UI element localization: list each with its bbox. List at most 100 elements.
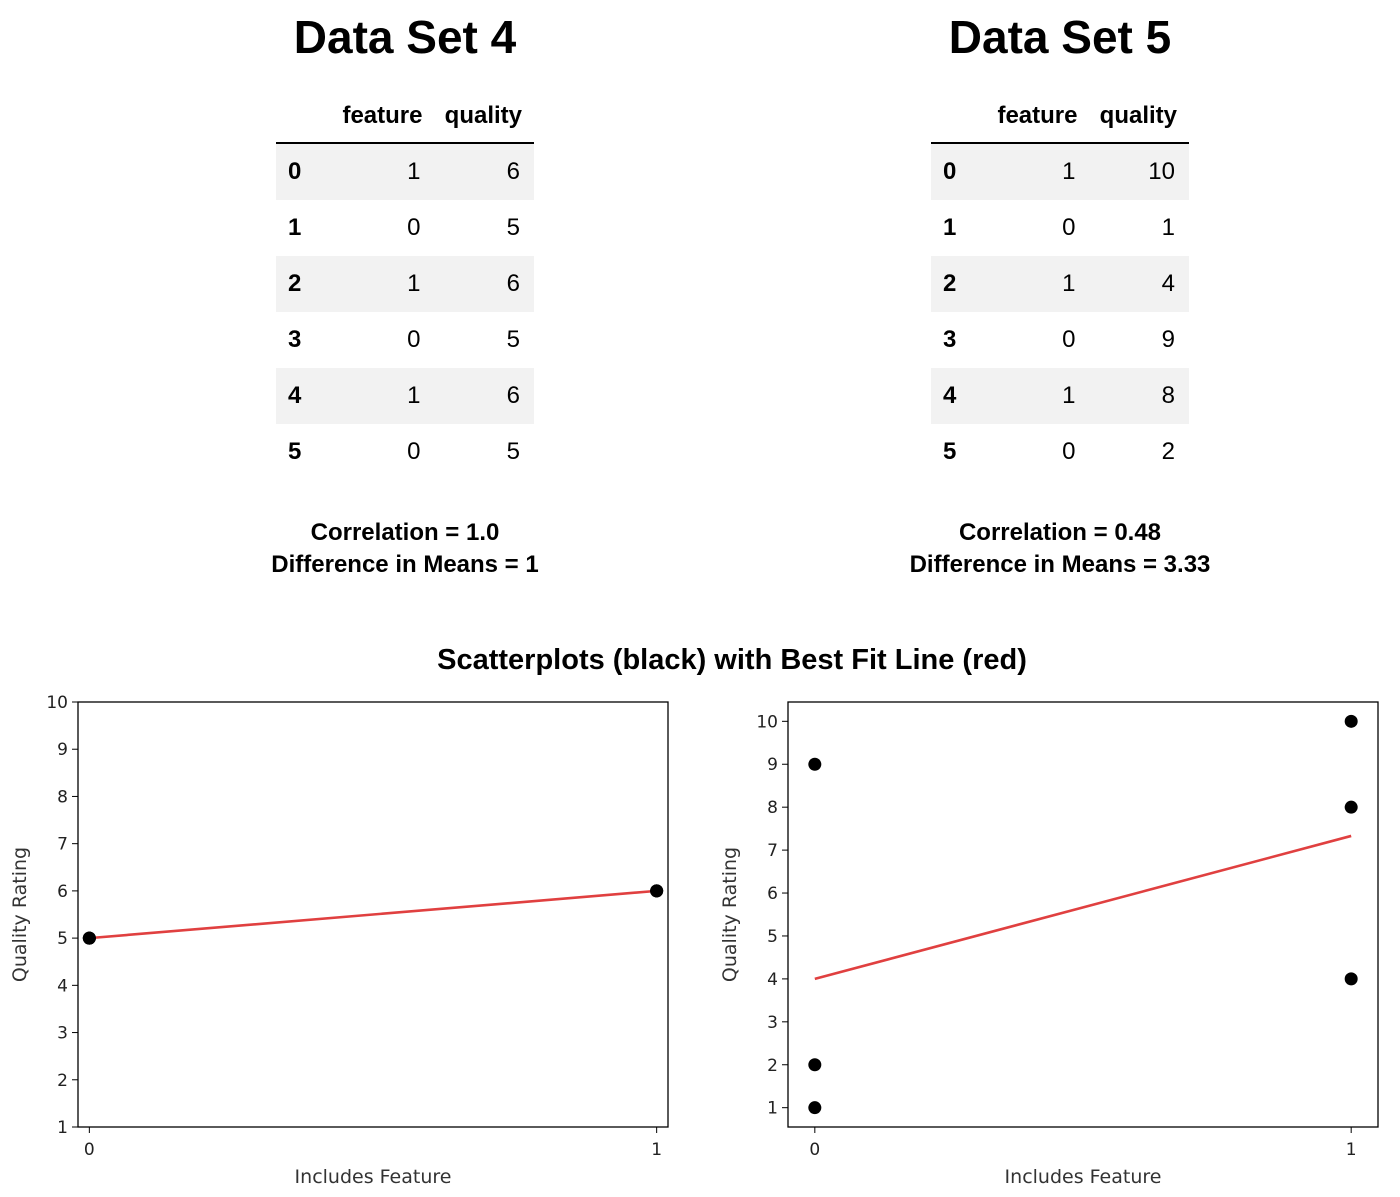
index-header <box>931 90 987 143</box>
quality-cell: 2 <box>1161 438 1175 465</box>
row-index: 3 <box>288 326 302 353</box>
best-fit-line <box>814 834 1352 981</box>
y-tick-label: 3 <box>57 1024 68 1044</box>
feature-column-header: feature <box>997 102 1078 129</box>
quality-cell: 8 <box>1161 382 1175 409</box>
quality-cell: 1 <box>1161 214 1175 241</box>
feature-cell: 1 <box>407 158 421 185</box>
row-index: 4 <box>943 382 957 409</box>
feature-cell: 0 <box>1062 438 1076 465</box>
x-tick-label: 1 <box>651 1140 662 1160</box>
table-row: 0 1 6 <box>276 143 534 200</box>
plots-title: Scatterplots (black) with Best Fit Line … <box>437 644 1027 676</box>
y-axis-label: Quality Rating <box>9 847 31 982</box>
quality-cell: 5 <box>506 214 520 241</box>
y-tick-label: 9 <box>767 755 778 775</box>
table-row: 5 0 5 <box>276 424 534 480</box>
y-tick-label: 3 <box>767 1013 778 1033</box>
correlation-label: Correlation = 0.48 <box>958 519 1162 546</box>
feature-cell: 1 <box>407 270 421 297</box>
x-tick-label: 1 <box>1346 1140 1357 1160</box>
y-tick-label: 6 <box>57 882 68 902</box>
y-tick-label: 4 <box>57 976 68 996</box>
table-row: 4 1 6 <box>276 368 534 424</box>
y-tick-label: 6 <box>767 884 778 904</box>
quality-cell: 10 <box>1148 158 1175 185</box>
y-axis-label: Quality Rating <box>719 847 741 982</box>
feature-cell: 1 <box>1062 158 1076 185</box>
feature-cell: 0 <box>407 438 421 465</box>
scatter-point <box>808 1058 822 1072</box>
x-tick-label: 0 <box>84 1140 95 1160</box>
mean-difference-label: Difference in Means = 3.33 <box>909 551 1211 578</box>
y-tick-label: 8 <box>57 787 68 807</box>
row-index: 2 <box>288 270 302 297</box>
table-row: 2 1 4 <box>931 256 1189 312</box>
row-index: 1 <box>943 214 957 241</box>
row-index: 1 <box>288 214 302 241</box>
y-tick-label: 10 <box>46 693 68 713</box>
quality-cell: 4 <box>1161 270 1175 297</box>
y-tick-label: 2 <box>767 1056 778 1076</box>
row-index: 3 <box>943 326 957 353</box>
scatterplot-data-set-5: 1 2 3 4 5 6 7 8 9 10 0 1 Includes Feature Quality Rat… <box>719 701 1379 1188</box>
plot-frame <box>77 701 669 1128</box>
scatter-point <box>1344 800 1358 814</box>
quality-cell: 6 <box>506 158 520 185</box>
table-row: 3 0 9 <box>931 312 1189 368</box>
y-tick-label: 1 <box>767 1099 778 1119</box>
scatter-point <box>808 1101 822 1115</box>
scatter-point <box>82 931 96 945</box>
y-tick-label: 7 <box>767 841 778 861</box>
row-index: 0 <box>943 158 957 185</box>
dataset-table: feature quality 0 1 6 1 0 5 2 1 6 3 0 5 4 1 6 5 0 5 <box>276 90 534 480</box>
best-fit-line <box>89 889 657 940</box>
feature-cell: 0 <box>407 214 421 241</box>
scatter-point <box>650 884 664 898</box>
dataset-stats: Correlation = 0.48 Difference in Means =… <box>780 517 1340 581</box>
y-tick-label: 5 <box>57 929 68 949</box>
feature-cell: 0 <box>407 326 421 353</box>
x-tick-label: 0 <box>809 1140 820 1160</box>
feature-cell: 0 <box>1062 214 1076 241</box>
quality-column-header: quality <box>444 102 522 129</box>
table-row: 1 0 5 <box>276 200 534 256</box>
row-index: 4 <box>288 382 302 409</box>
dataset-stats: Correlation = 1.0 Difference in Means = … <box>125 517 685 581</box>
row-index: 5 <box>943 438 957 465</box>
quality-cell: 6 <box>506 270 520 297</box>
x-axis-label: Includes Feature <box>295 1166 452 1188</box>
quality-cell: 5 <box>506 438 520 465</box>
y-tick-label: 7 <box>57 835 68 855</box>
plot-frame <box>787 701 1379 1128</box>
y-tick-label: 1 <box>57 1118 68 1138</box>
dataset-title: Data Set 4 <box>293 11 517 63</box>
feature-cell: 1 <box>1062 382 1076 409</box>
correlation-label: Correlation = 1.0 <box>310 519 500 546</box>
scatter-point <box>1344 972 1358 986</box>
mean-difference-label: Difference in Means = 1 <box>271 551 539 578</box>
table-header-row: feature quality <box>276 90 534 143</box>
table-row: 1 0 1 <box>931 200 1189 256</box>
dataset-title: Data Set 5 <box>948 11 1172 63</box>
y-tick-label: 5 <box>767 927 778 947</box>
y-tick-label: 4 <box>767 970 778 990</box>
quality-cell: 5 <box>506 326 520 353</box>
x-axis-label: Includes Feature <box>1005 1166 1162 1188</box>
feature-cell: 1 <box>1062 270 1076 297</box>
feature-cell: 0 <box>1062 326 1076 353</box>
scatter-point <box>1344 714 1358 728</box>
scatter-point <box>808 757 822 771</box>
feature-column-header: feature <box>342 102 423 129</box>
table-row: 2 1 6 <box>276 256 534 312</box>
quality-cell: 9 <box>1161 326 1175 353</box>
quality-cell: 6 <box>506 382 520 409</box>
row-index: 2 <box>943 270 957 297</box>
y-tick-label: 8 <box>767 798 778 818</box>
quality-column-header: quality <box>1099 102 1177 129</box>
table-row: 3 0 5 <box>276 312 534 368</box>
table-row: 5 0 2 <box>931 424 1189 480</box>
table-row: 0 1 10 <box>931 143 1189 200</box>
